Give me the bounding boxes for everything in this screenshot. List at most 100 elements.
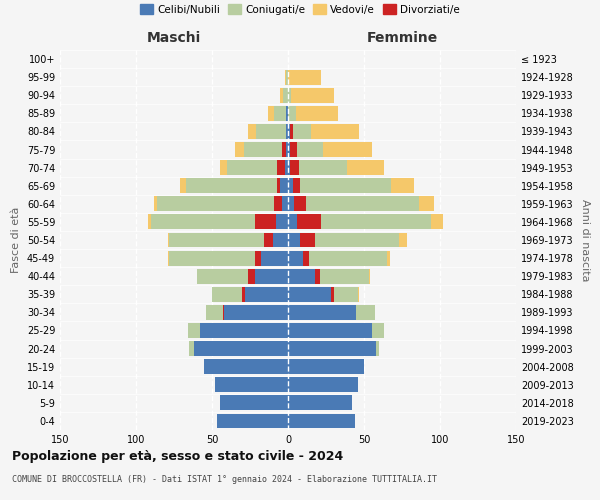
Bar xyxy=(200,323,288,338)
Text: COMUNE DI BROCCOSTELLA (FR) - Dati ISTAT 1° gennaio 2024 - Elaborazione TUTTITAL: COMUNE DI BROCCOSTELLA (FR) - Dati ISTAT… xyxy=(12,475,437,484)
Bar xyxy=(391,178,414,193)
Bar xyxy=(290,124,311,139)
Bar xyxy=(371,323,384,338)
Bar xyxy=(277,160,285,175)
Text: Popolazione per età, sesso e stato civile - 2024: Popolazione per età, sesso e stato civil… xyxy=(12,450,343,463)
Bar xyxy=(290,142,297,157)
Y-axis label: Fasce di età: Fasce di età xyxy=(11,207,21,273)
Bar xyxy=(293,178,300,193)
Bar xyxy=(180,178,186,193)
Bar xyxy=(347,160,384,175)
Bar xyxy=(148,214,151,230)
Bar xyxy=(288,106,296,121)
Bar xyxy=(169,250,260,266)
Bar xyxy=(276,214,288,230)
Bar xyxy=(288,214,297,230)
Y-axis label: Anni di nascita: Anni di nascita xyxy=(580,198,590,281)
Bar xyxy=(217,414,288,428)
Bar xyxy=(288,323,371,338)
Bar xyxy=(206,305,224,320)
Bar xyxy=(245,287,288,302)
Bar xyxy=(288,124,290,139)
Bar xyxy=(290,142,323,157)
Bar xyxy=(286,106,288,121)
Bar xyxy=(288,305,356,320)
Bar xyxy=(220,396,288,410)
Bar xyxy=(189,341,194,356)
Bar xyxy=(286,142,288,157)
Bar xyxy=(323,142,371,157)
Bar xyxy=(368,269,370,283)
Bar xyxy=(197,269,254,283)
Bar xyxy=(235,142,244,157)
Bar xyxy=(157,196,282,211)
Bar xyxy=(282,196,288,211)
Bar xyxy=(244,142,286,157)
Bar xyxy=(280,178,288,193)
Bar xyxy=(282,142,286,157)
Bar xyxy=(358,287,359,302)
Bar xyxy=(294,196,306,211)
Bar xyxy=(205,359,288,374)
Bar xyxy=(356,305,374,320)
Bar xyxy=(288,396,352,410)
Bar xyxy=(288,196,294,211)
Bar xyxy=(212,287,245,302)
Bar xyxy=(248,269,254,283)
Bar xyxy=(227,160,285,175)
Bar xyxy=(242,287,245,302)
Bar xyxy=(188,323,200,338)
Bar xyxy=(288,178,293,193)
Bar xyxy=(399,232,407,248)
Bar xyxy=(288,359,364,374)
Bar xyxy=(294,196,419,211)
Bar xyxy=(316,269,368,283)
Text: Maschi: Maschi xyxy=(147,30,201,44)
Bar xyxy=(419,196,434,211)
Bar xyxy=(285,160,288,175)
Bar xyxy=(297,214,322,230)
Bar xyxy=(263,232,273,248)
Bar xyxy=(300,232,316,248)
Bar xyxy=(280,88,283,102)
Bar xyxy=(248,124,256,139)
Bar xyxy=(154,196,157,211)
Bar xyxy=(331,287,358,302)
Bar xyxy=(254,214,276,230)
Bar xyxy=(288,142,290,157)
Bar xyxy=(316,269,320,283)
Bar xyxy=(288,287,331,302)
Bar xyxy=(300,232,399,248)
Bar xyxy=(273,232,288,248)
Bar xyxy=(285,70,286,84)
Bar xyxy=(288,160,290,175)
Text: Femmine: Femmine xyxy=(367,30,437,44)
Bar xyxy=(283,88,288,102)
Bar xyxy=(268,106,274,121)
Bar xyxy=(254,269,288,283)
Bar xyxy=(296,106,338,121)
Bar xyxy=(288,269,316,283)
Bar xyxy=(274,106,286,121)
Bar xyxy=(151,214,276,230)
Bar xyxy=(286,70,288,84)
Bar xyxy=(277,178,280,193)
Legend: Celibi/Nubili, Coniugati/e, Vedovi/e, Divorziati/e: Celibi/Nubili, Coniugati/e, Vedovi/e, Di… xyxy=(136,0,464,19)
Bar xyxy=(387,250,390,266)
Bar xyxy=(293,178,391,193)
Bar xyxy=(290,124,293,139)
Bar xyxy=(223,305,224,320)
Bar xyxy=(256,124,286,139)
Bar xyxy=(260,250,288,266)
Bar xyxy=(169,232,273,248)
Bar xyxy=(220,160,227,175)
Bar xyxy=(168,250,169,266)
Bar xyxy=(286,124,288,139)
Bar xyxy=(331,287,334,302)
Bar xyxy=(290,160,347,175)
Bar xyxy=(194,341,288,356)
Bar xyxy=(303,250,309,266)
Bar xyxy=(288,70,322,84)
Bar xyxy=(431,214,443,230)
Bar xyxy=(291,88,334,102)
